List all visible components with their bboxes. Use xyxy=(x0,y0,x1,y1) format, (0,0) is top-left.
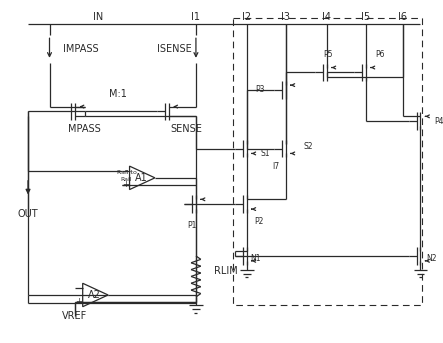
Text: I1: I1 xyxy=(191,12,200,22)
Text: P4: P4 xyxy=(434,117,443,126)
Text: I3: I3 xyxy=(281,12,290,22)
Text: MPASS: MPASS xyxy=(68,124,101,134)
Text: A1: A1 xyxy=(135,173,148,183)
Text: Rail to: Rail to xyxy=(117,170,136,176)
Text: OUT: OUT xyxy=(18,209,39,219)
Text: VREF: VREF xyxy=(62,311,88,321)
Text: ISENSE: ISENSE xyxy=(157,44,192,54)
Text: I5: I5 xyxy=(361,12,370,22)
Text: -: - xyxy=(77,284,80,293)
Text: P6: P6 xyxy=(376,50,385,59)
Text: SENSE: SENSE xyxy=(170,124,202,134)
Text: I4: I4 xyxy=(322,12,331,22)
Text: +: + xyxy=(75,297,82,306)
Text: N1: N1 xyxy=(251,255,261,263)
Text: A2: A2 xyxy=(88,290,101,300)
Text: -: - xyxy=(124,166,127,176)
Text: S1: S1 xyxy=(260,149,270,158)
Text: P2: P2 xyxy=(254,217,264,226)
Text: P3: P3 xyxy=(255,85,264,94)
Text: +: + xyxy=(122,180,129,189)
Text: S2: S2 xyxy=(303,142,313,151)
Text: Rail: Rail xyxy=(121,177,132,182)
Text: I7: I7 xyxy=(272,162,280,170)
Text: N2: N2 xyxy=(426,255,437,263)
Bar xyxy=(233,18,423,305)
Text: P1: P1 xyxy=(187,221,197,230)
Text: I2: I2 xyxy=(242,12,251,22)
Text: I6: I6 xyxy=(398,12,408,22)
Text: RLIM: RLIM xyxy=(214,265,237,275)
Text: IMPASS: IMPASS xyxy=(63,44,98,54)
Text: P5: P5 xyxy=(323,50,332,59)
Text: IN: IN xyxy=(93,12,103,22)
Text: M:1: M:1 xyxy=(109,89,127,99)
